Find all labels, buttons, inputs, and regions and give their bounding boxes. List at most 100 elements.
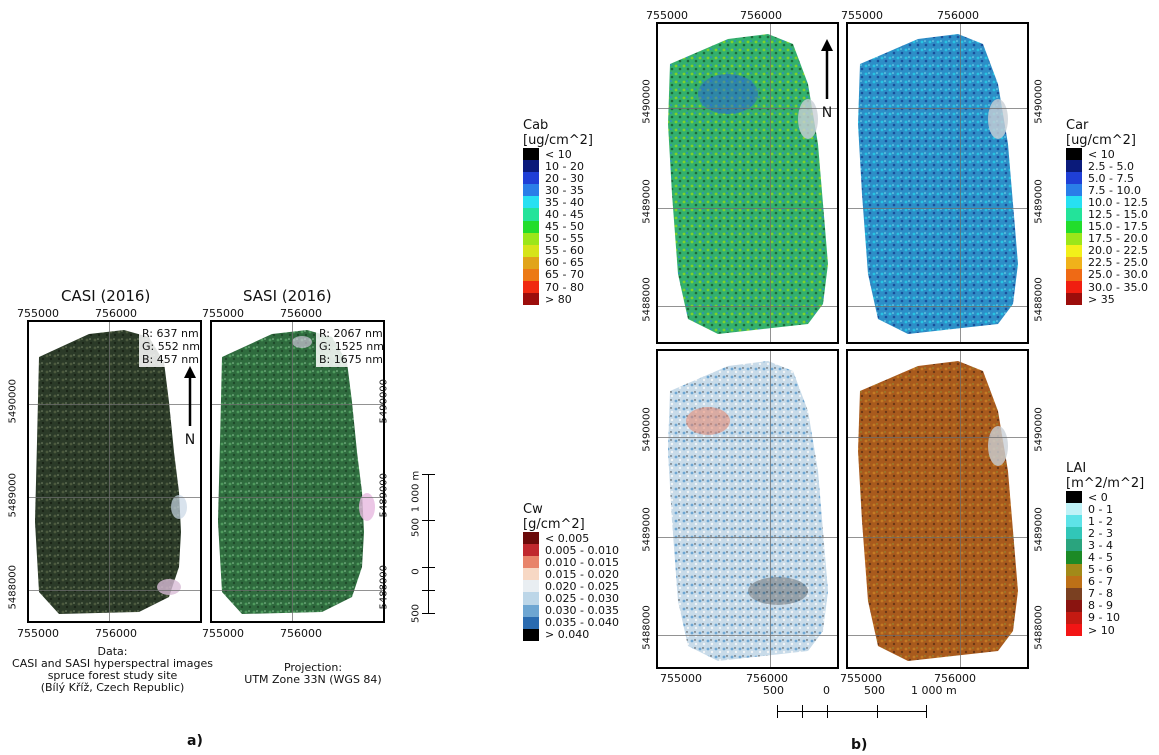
a-y-tick-right-3: 5488000 bbox=[378, 564, 390, 610]
lai-legend-label: 0 - 1 bbox=[1088, 502, 1113, 516]
a-scale-label-0: 0 bbox=[410, 568, 422, 575]
b-y-tick-l-6: 5488000 bbox=[641, 605, 653, 650]
b-x-tick-bottom-1: 755000 bbox=[660, 672, 702, 685]
sasi-map-panel: R: 2067 nm G: 1525 nm B: 1675 nm bbox=[210, 320, 385, 623]
car-legend-label: 12.5 - 15.0 bbox=[1088, 208, 1148, 222]
lai-legend-swatch bbox=[1066, 563, 1082, 576]
cab-legend-label: 10 - 20 bbox=[545, 159, 584, 173]
car-legend-label: 25.0 - 30.0 bbox=[1088, 268, 1148, 282]
car-legend-swatch bbox=[1066, 244, 1082, 257]
cab-legend-label: 55 - 60 bbox=[545, 244, 584, 258]
lai-legend-swatch bbox=[1066, 527, 1082, 540]
lai-legend-entry: < 0 bbox=[1066, 490, 1144, 504]
lai-image bbox=[858, 361, 1018, 661]
cab-legend-swatch bbox=[523, 281, 539, 294]
a-x-tick-top-1: 755000 bbox=[17, 307, 59, 320]
cab-legend-label: 30 - 35 bbox=[545, 183, 584, 197]
cab-legend-label: < 10 bbox=[545, 147, 572, 161]
b-y-tick-r-2: 5489000 bbox=[1033, 179, 1045, 224]
cw-legend-label: 0.030 - 0.035 bbox=[545, 604, 619, 618]
lai-legend-entry: 3 - 4 bbox=[1066, 539, 1144, 552]
car-legend-entry: 22.5 - 25.0 bbox=[1066, 256, 1148, 270]
a-x-tick-top-4: 756000 bbox=[280, 307, 322, 320]
cab-legend-swatch bbox=[523, 244, 539, 257]
a-scale-label-500a: 500 bbox=[410, 517, 422, 538]
cab-legend-swatch bbox=[523, 196, 539, 209]
cab-legend-swatch bbox=[523, 232, 539, 245]
a-x-tick-bottom-2: 756000 bbox=[95, 627, 137, 640]
a-x-tick-bottom-3: 755000 bbox=[202, 627, 244, 640]
cab-legend-entry: 35 - 40 bbox=[523, 196, 593, 209]
a-panel-label: a) bbox=[187, 733, 203, 749]
a-proj-line-2: UTM Zone 33N (WGS 84) bbox=[244, 673, 382, 686]
casi-title: CASI (2016) bbox=[61, 287, 151, 305]
lai-legend-title-2: [m^2/m^2] bbox=[1066, 476, 1145, 491]
cw-legend-swatch bbox=[523, 592, 539, 605]
a-x-tick-bottom-4: 756000 bbox=[280, 627, 322, 640]
cw-image bbox=[668, 361, 828, 661]
cab-legend-swatch bbox=[523, 256, 539, 269]
lai-legend-label: < 0 bbox=[1088, 490, 1108, 504]
a-x-tick-top-3: 755000 bbox=[202, 307, 244, 320]
car-legend-label: > 35 bbox=[1088, 292, 1115, 306]
lai-legend-entry: 2 - 3 bbox=[1066, 527, 1144, 540]
car-legend-label: 5.0 - 7.5 bbox=[1088, 171, 1134, 185]
cab-legend-swatch bbox=[523, 148, 539, 161]
lai-legend-swatch bbox=[1066, 503, 1082, 516]
lai-legend-label: 5 - 6 bbox=[1088, 563, 1113, 577]
lai-legend-label: > 10 bbox=[1088, 623, 1115, 637]
a-data-line-2: CASI and SASI hyperspectral images bbox=[12, 657, 213, 670]
b-scale-bar bbox=[777, 705, 929, 719]
b-scale-label-1000: 1 000 m bbox=[911, 684, 957, 697]
a-projection-caption: Projection: UTM Zone 33N (WGS 84) bbox=[228, 662, 398, 686]
north-arrow-icon bbox=[821, 39, 833, 99]
casi-band-r: R: 637 nm bbox=[142, 327, 199, 340]
car-legend-swatch bbox=[1066, 148, 1082, 161]
casi-north-arrow: N bbox=[182, 366, 198, 448]
cab-legend-label: 50 - 55 bbox=[545, 232, 584, 246]
casi-band-box: R: 637 nm G: 552 nm B: 457 nm bbox=[139, 326, 200, 367]
cw-legend-swatch bbox=[523, 544, 539, 557]
a-x-tick-bottom-1: 755000 bbox=[17, 627, 59, 640]
lai-legend-label: 4 - 5 bbox=[1088, 551, 1113, 565]
car-legend-label: 20.0 - 22.5 bbox=[1088, 244, 1148, 258]
car-legend-swatch bbox=[1066, 160, 1082, 173]
cab-legend-entry: 10 - 20 bbox=[523, 159, 593, 173]
cw-legend-title-2: [g/cm^2] bbox=[523, 517, 585, 532]
car-legend-swatch bbox=[1066, 232, 1082, 245]
car-legend-label: 10.0 - 12.5 bbox=[1088, 195, 1148, 209]
car-legend-swatch bbox=[1066, 256, 1082, 269]
cab-image bbox=[668, 34, 828, 334]
a-y-tick-left-2: 5489000 bbox=[7, 472, 19, 518]
b-y-tick-r-4: 5490000 bbox=[1033, 407, 1045, 452]
a-data-line-4: (Bílý Kříž, Czech Republic) bbox=[40, 681, 185, 694]
a-scale-label-500b: 500 bbox=[410, 603, 422, 624]
lai-legend-label: 8 - 9 bbox=[1088, 599, 1113, 613]
car-legend-title-2: [ug/cm^2] bbox=[1066, 133, 1136, 148]
lai-legend-label: 9 - 10 bbox=[1088, 611, 1120, 625]
cw-legend-swatch bbox=[523, 556, 539, 569]
cab-legend-swatch bbox=[523, 268, 539, 282]
cw-legend-entry: 0.025 - 0.030 bbox=[523, 592, 619, 605]
cab-legend: Cab [ug/cm^2] < 10 10 - 20 20 - 30 30 - 35 3… bbox=[523, 118, 593, 306]
a-y-tick-left-3: 5488000 bbox=[7, 564, 19, 610]
car-map-panel bbox=[846, 22, 1029, 344]
casi-band-b: B: 457 nm bbox=[142, 353, 199, 366]
cw-legend-swatch bbox=[523, 604, 539, 617]
cab-legend-label: 70 - 80 bbox=[545, 280, 584, 294]
b-y-tick-l-1: 5490000 bbox=[641, 79, 653, 124]
cab-legend-swatch bbox=[523, 160, 539, 173]
cab-legend-entry: > 80 bbox=[523, 293, 593, 306]
cw-legend: Cw [g/cm^2] < 0.005 0.005 - 0.010 0.010 - … bbox=[523, 502, 619, 641]
casi-north-label: N bbox=[184, 432, 196, 448]
car-legend-entry: < 10 bbox=[1066, 147, 1148, 161]
car-legend-swatch bbox=[1066, 172, 1082, 185]
cw-legend-swatch bbox=[523, 616, 539, 629]
car-legend-swatch bbox=[1066, 220, 1082, 233]
b-north-arrow: N bbox=[818, 39, 836, 121]
car-legend-entry: 25.0 - 30.0 bbox=[1066, 268, 1148, 282]
car-legend-label: 22.5 - 25.0 bbox=[1088, 256, 1148, 270]
a-y-tick-right-1: 5490000 bbox=[378, 378, 390, 424]
car-legend-label: < 10 bbox=[1088, 147, 1115, 161]
